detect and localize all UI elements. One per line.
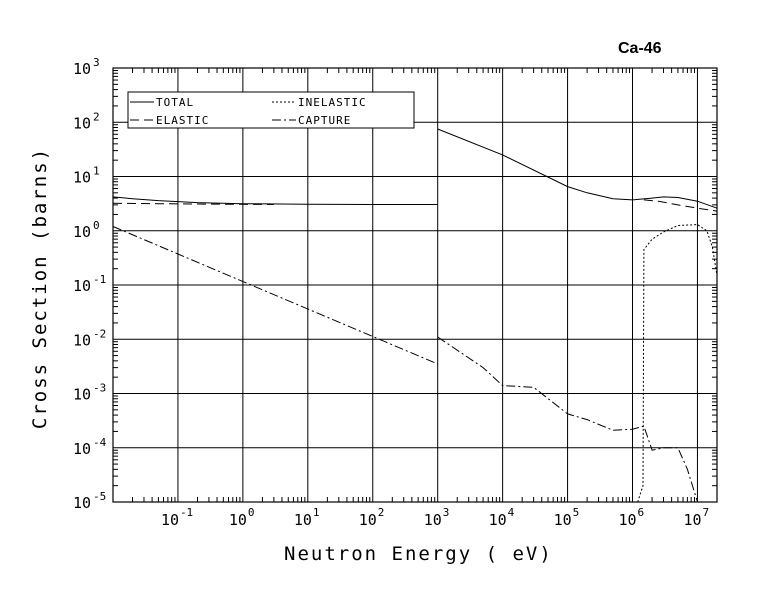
y-tick-exponent: -1 bbox=[93, 273, 106, 286]
y-tick-exponent: -3 bbox=[93, 382, 106, 395]
y-tick-label: 10 bbox=[73, 440, 91, 458]
x-tick-label: 10 bbox=[161, 511, 179, 529]
series-inelastic-line bbox=[637, 224, 718, 503]
x-tick-label: 10 bbox=[554, 511, 572, 529]
legend-label-total: TOTAL bbox=[156, 96, 194, 109]
y-tick-exponent: 3 bbox=[93, 56, 100, 69]
y-tick-label: 10 bbox=[73, 169, 91, 187]
series-lines bbox=[112, 128, 718, 503]
y-tick-exponent: 0 bbox=[93, 219, 100, 232]
y-tick-label: 10 bbox=[73, 494, 91, 512]
y-tick-label: 10 bbox=[73, 386, 91, 404]
y-tick-label: 10 bbox=[73, 331, 91, 349]
series-capture-line bbox=[112, 226, 438, 365]
x-tick-exponent: 0 bbox=[248, 506, 255, 519]
x-tick-exponent: 2 bbox=[378, 506, 385, 519]
x-tick-exponent: 5 bbox=[573, 506, 580, 519]
y-tick-label: 10 bbox=[73, 277, 91, 295]
y-axis-label: Cross Section (barns) bbox=[29, 146, 51, 430]
series-total-line bbox=[437, 128, 718, 209]
x-tick-labels: 10 -1 10 0 10 1 10 2 10 3 10 4 10 5 10 6 10 7 bbox=[161, 506, 709, 529]
series-elastic-line bbox=[112, 202, 274, 205]
series-capture-line bbox=[437, 336, 698, 503]
x-tick-label: 10 bbox=[424, 511, 442, 529]
y-tick-exponent: -2 bbox=[93, 327, 106, 340]
legend-label-inelastic: INELASTIC bbox=[298, 96, 367, 109]
x-tick-exponent: 1 bbox=[313, 506, 320, 519]
x-tick-exponent: 4 bbox=[508, 506, 515, 519]
x-tick-label: 10 bbox=[619, 511, 637, 529]
x-tick-exponent: 7 bbox=[702, 506, 709, 519]
legend-box bbox=[127, 91, 415, 129]
x-tick-exponent: 3 bbox=[443, 506, 450, 519]
legend: TOTAL INELASTIC ELASTIC CAPTURE bbox=[127, 91, 415, 129]
y-tick-exponent: -5 bbox=[93, 490, 106, 503]
x-tick-label: 10 bbox=[229, 511, 247, 529]
chart-title: Ca-46 bbox=[618, 40, 662, 57]
x-tick-label: 10 bbox=[359, 511, 377, 529]
y-tick-exponent: -4 bbox=[93, 436, 107, 449]
plot-frame bbox=[112, 67, 718, 503]
grid-lines bbox=[113, 67, 717, 503]
series-total-line bbox=[112, 196, 438, 205]
legend-label-elastic: ELASTIC bbox=[156, 114, 209, 127]
series-elastic-line bbox=[643, 199, 718, 212]
y-tick-label: 10 bbox=[73, 223, 91, 241]
y-tick-label: 10 bbox=[73, 60, 91, 78]
x-tick-exponent: 6 bbox=[638, 506, 645, 519]
x-axis-label: Neutron Energy ( eV) bbox=[284, 543, 553, 565]
x-tick-exponent: -1 bbox=[180, 506, 193, 519]
y-tick-label: 10 bbox=[73, 114, 91, 132]
y-tick-exponent: 1 bbox=[93, 165, 100, 178]
x-tick-label: 10 bbox=[683, 511, 701, 529]
x-tick-label: 10 bbox=[489, 511, 507, 529]
legend-label-capture: CAPTURE bbox=[298, 114, 351, 127]
y-tick-exponent: 2 bbox=[93, 110, 100, 123]
x-tick-label: 10 bbox=[294, 511, 312, 529]
